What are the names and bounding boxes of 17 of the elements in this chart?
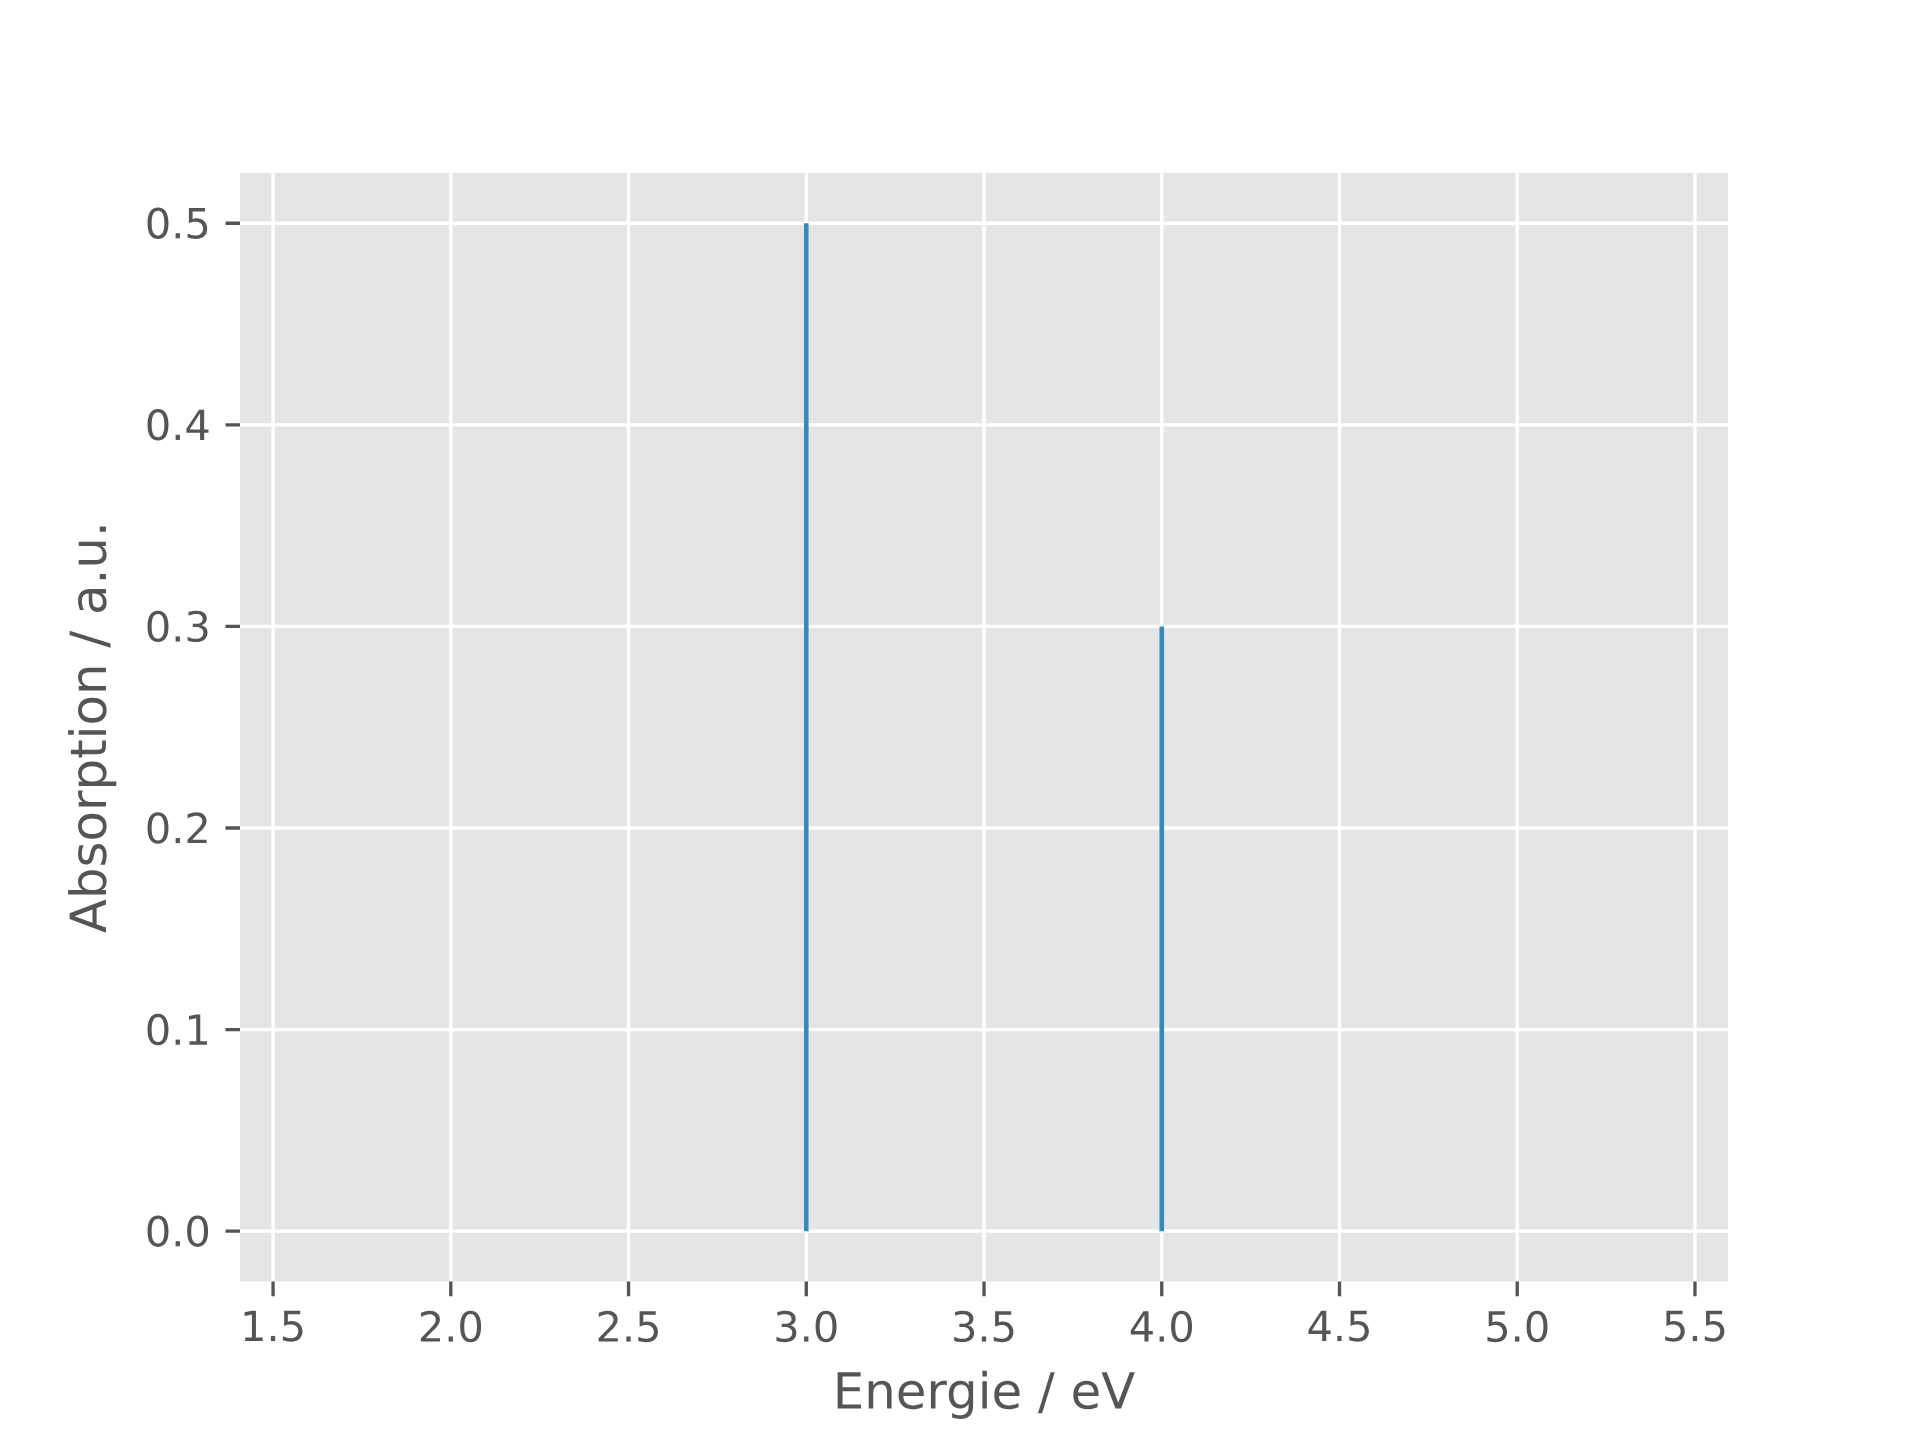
x-tick-label: 4.0 (1130, 1310, 1193, 1343)
y-tick-label: 0.3 (147, 610, 208, 643)
y-tick-label: 0.0 (147, 1215, 209, 1247)
x-tick-label: 3.5 (954, 1310, 1014, 1343)
y-tick-label: 0.4 (147, 409, 209, 441)
x-tick-label: 2.0 (420, 1310, 482, 1343)
x-tick-label: 3.0 (776, 1310, 837, 1343)
x-tick-label: 1.5 (244, 1310, 303, 1342)
y-axis-title: Absorption / a.u. (68, 526, 117, 933)
x-axis-title: Energie / eV (837, 1370, 1135, 1419)
y-tick-label: 0.1 (147, 1013, 207, 1046)
y-tick-label: 0.2 (147, 812, 207, 844)
y-tick-label: 0.5 (147, 207, 208, 239)
x-tick-label: 5.5 (1665, 1310, 1725, 1342)
x-tick-label: 4.5 (1308, 1310, 1369, 1342)
x-tick-label: 2.5 (598, 1310, 658, 1343)
x-tick-label: 5.0 (1487, 1310, 1548, 1343)
